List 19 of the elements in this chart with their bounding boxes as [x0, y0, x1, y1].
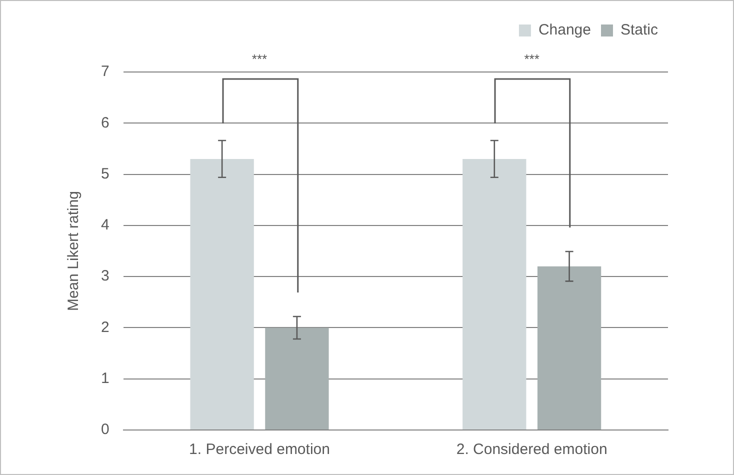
text: *** [252, 52, 268, 67]
y-axis-title: Mean Likert rating [65, 190, 82, 312]
bar [265, 328, 329, 430]
y-tick-label: 7 [101, 63, 110, 80]
y-tick-label: 1 [101, 370, 110, 387]
text: *** [524, 52, 540, 67]
bar [537, 266, 602, 430]
bar [190, 158, 254, 430]
y-tick-label: 5 [101, 165, 110, 182]
y-tick-label: 2 [101, 318, 110, 336]
y-tick-label: 0 [101, 421, 110, 438]
y-tick-label: 3 [101, 268, 110, 285]
y-tick-label: 4 [101, 216, 110, 234]
legend-label: Static [620, 22, 658, 39]
legend-label: Change [538, 22, 591, 39]
x-tick-label: 1. Perceived emotion [189, 441, 330, 458]
x-tick-label: 2. Considered emotion [456, 441, 608, 458]
bar [462, 158, 526, 430]
y-tick-label: 6 [101, 114, 110, 132]
